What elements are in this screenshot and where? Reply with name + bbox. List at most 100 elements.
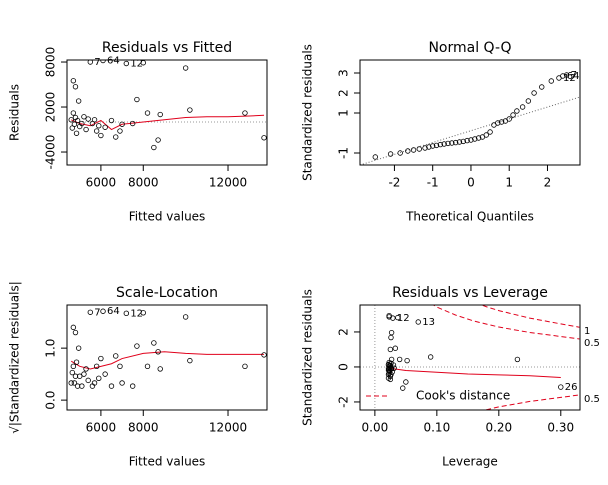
point [157,366,163,372]
point [96,375,102,381]
point [157,111,163,118]
legend-text: Cook's distance [416,389,510,403]
point [400,385,406,391]
point-label: 12 [130,308,143,319]
point [387,151,394,157]
point-label: 7 [94,57,100,68]
point [456,139,463,145]
point [464,137,470,144]
x-tick-label: 1 [505,176,513,190]
y-tick-label: 2 [337,89,351,97]
point [404,357,410,364]
x-tick-label: 12000 [209,421,247,435]
point [452,139,459,146]
point [433,142,440,149]
point [119,121,125,127]
point [415,319,421,325]
point [68,380,74,386]
point [472,136,478,142]
point [261,135,267,141]
x-axis-label: Fitted values [129,455,206,469]
point [151,144,157,151]
point [113,134,119,140]
y-tick-label: 2 [337,328,351,336]
point [427,354,434,360]
point [510,112,516,118]
y-tick-label: 1.0 [44,339,58,358]
point [75,345,82,351]
point [155,349,161,355]
plot-frame [359,59,581,166]
point [123,60,130,67]
point [386,312,392,319]
y-tick-label: 0 [337,363,351,371]
panel: Scale-Location Fitted values √|Standardize… [8,281,268,469]
point [102,371,108,377]
point [81,114,87,120]
point [387,346,394,353]
point [140,310,146,316]
point [93,128,100,134]
point [242,363,248,370]
x-tick-label: 2 [544,176,552,190]
point [487,129,493,135]
point [81,371,87,377]
x-tick-label: 0.30 [547,421,574,435]
panel: Residuals vs Fitted Fitted values Residual… [8,40,268,224]
point [69,369,75,376]
point [495,120,501,126]
point [519,104,526,110]
point [514,356,521,363]
x-axis-label: Leverage [442,455,498,469]
x-tick-label: 8000 [128,176,159,190]
point [100,308,106,314]
plot-frame [66,304,268,411]
point [83,126,89,133]
point [87,60,94,65]
y-tick-label: -1 [337,147,351,159]
point [261,352,267,358]
point [70,110,77,116]
point [483,132,489,138]
x-tick-label: 12000 [209,176,247,190]
y-axis-label: Standardized residuals [301,289,315,426]
point [72,329,79,336]
point [388,366,395,372]
cooks-distance-label: 0.5 [584,338,600,349]
y-tick-label: 8000 [44,47,58,78]
point [134,96,140,103]
point [129,120,136,127]
smoother [71,114,265,131]
point [449,140,455,146]
point [100,60,106,64]
point [87,309,94,315]
panel-title: Residuals vs Leverage [392,285,548,301]
point [563,72,570,78]
point [396,356,403,363]
point [144,363,151,370]
point [531,90,537,96]
x-axis-label: Theoretical Quantiles [405,210,534,224]
point-label: 12 [563,73,576,84]
point [441,141,447,147]
point [468,137,474,143]
point [93,363,100,370]
panel-title: Residuals vs Fitted [102,40,232,56]
point [187,107,193,113]
point [429,143,436,149]
point [388,371,394,378]
point [392,345,399,351]
point [79,120,85,127]
point [390,315,396,321]
point [91,380,98,386]
point [437,141,444,148]
point-label: 64 [107,306,120,317]
point [388,329,395,336]
point-label: 12 [130,59,143,70]
point [71,121,78,127]
point [397,150,403,156]
cooks-distance-label: 1 [584,326,590,337]
point [422,145,428,151]
x-tick-label: -1 [427,176,439,190]
